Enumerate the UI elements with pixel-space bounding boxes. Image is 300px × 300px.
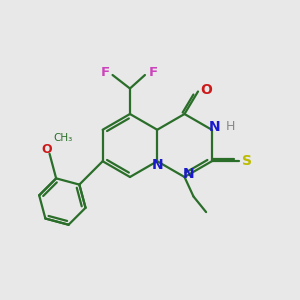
Text: S: S (242, 154, 252, 168)
Text: F: F (100, 66, 109, 79)
Text: N: N (152, 158, 163, 172)
Text: N: N (208, 120, 220, 134)
Text: N: N (182, 167, 194, 181)
Text: H: H (226, 120, 235, 133)
Text: O: O (200, 83, 212, 97)
Text: O: O (42, 143, 52, 156)
Text: CH₃: CH₃ (54, 133, 73, 143)
Text: F: F (149, 66, 158, 79)
